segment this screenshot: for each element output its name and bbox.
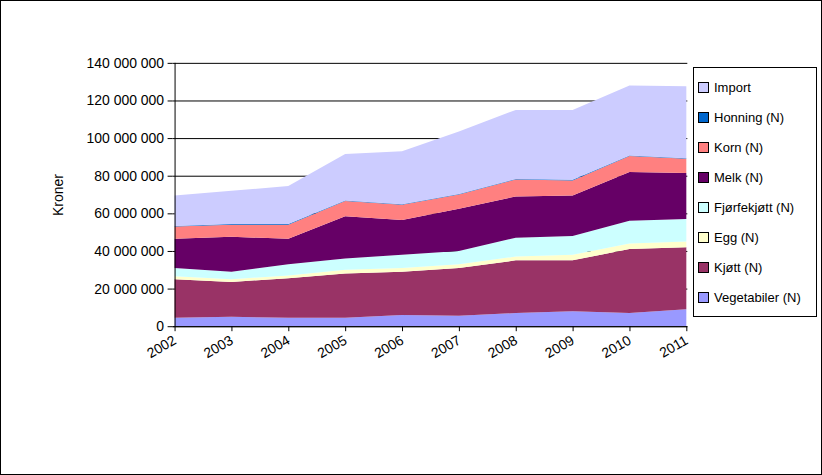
svg-text:2004: 2004: [258, 332, 293, 361]
svg-text:140 000 000: 140 000 000: [86, 55, 164, 71]
svg-text:2003: 2003: [201, 332, 236, 361]
svg-text:2009: 2009: [542, 332, 577, 361]
html-text:Honning (N): Honning (N): [714, 109, 785, 125]
svg-text:2007: 2007: [428, 332, 463, 361]
html-text:Fjørfekjøtt (N): Fjørfekjøtt (N): [714, 199, 795, 215]
svg-text:20 000 000: 20 000 000: [94, 281, 164, 297]
svg-text:2002: 2002: [144, 332, 179, 361]
html-text:Korn (N): Korn (N): [714, 139, 764, 155]
html-text:Egg (N): Egg (N): [714, 229, 759, 245]
svg-text:100 000 000: 100 000 000: [86, 130, 164, 146]
svg-text:40 000 000: 40 000 000: [94, 243, 164, 259]
svg-text:80 000 000: 80 000 000: [94, 168, 164, 184]
html-text:Vegetabiler (N): Vegetabiler (N): [714, 289, 801, 305]
html-text:Melk (N): Melk (N): [714, 169, 764, 185]
html-text:Kjøtt (N): Kjøtt (N): [714, 259, 763, 275]
html-text:Import: Import: [714, 79, 751, 95]
svg-text:60 000 000: 60 000 000: [94, 205, 164, 221]
svg-text:2006: 2006: [371, 332, 406, 361]
svg-text:0: 0: [156, 318, 164, 334]
svg-text:Kroner: Kroner: [50, 174, 66, 216]
svg-text:120 000 000: 120 000 000: [86, 92, 164, 108]
svg-text:2005: 2005: [315, 332, 350, 361]
svg-text:2008: 2008: [485, 332, 520, 361]
svg-text:2010: 2010: [599, 332, 634, 361]
svg-text:2011: 2011: [657, 332, 691, 361]
